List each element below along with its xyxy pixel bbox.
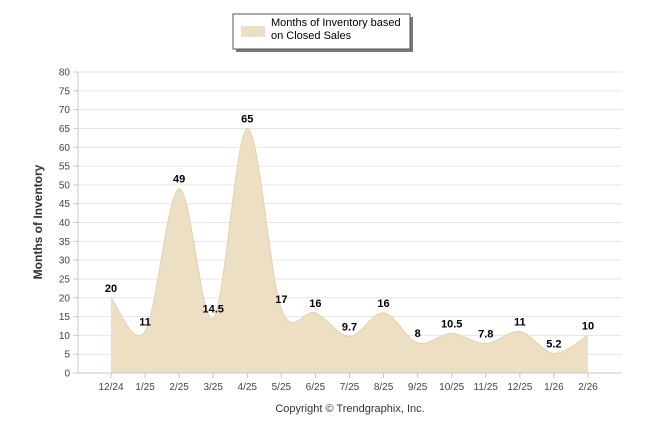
y-tick-label: 30 xyxy=(59,256,71,267)
data-label: 16 xyxy=(309,298,321,310)
data-label: 7.8 xyxy=(478,329,493,341)
y-tick-label: 80 xyxy=(59,68,71,79)
x-tick-label: 8/25 xyxy=(374,382,394,393)
data-label: 65 xyxy=(241,113,253,125)
y-tick-label: 25 xyxy=(59,274,71,285)
y-tick-label: 5 xyxy=(64,350,70,361)
data-label: 49 xyxy=(173,174,185,186)
data-labels: 20 11 49 14.5 65 17 16 9.7 16 8 10.5 7.8 11 5.2 10 xyxy=(105,113,594,350)
legend: Months of Inventory based on Closed Sale… xyxy=(232,13,413,52)
data-label: 11 xyxy=(514,317,526,329)
y-tick-label: 45 xyxy=(59,199,71,210)
data-label: 8 xyxy=(415,328,421,340)
legend-swatch xyxy=(241,26,265,37)
y-axis-title: Months of Inventory xyxy=(31,164,45,279)
data-label: 9.7 xyxy=(342,322,357,334)
y-tick-label: 50 xyxy=(59,180,71,191)
area-series xyxy=(110,127,589,373)
x-tick-label: 7/25 xyxy=(340,382,360,393)
x-tick-label: 11/25 xyxy=(474,382,499,393)
copyright-text: Copyright © Trendgraphix, Inc. xyxy=(275,403,424,415)
y-tick-label: 10 xyxy=(59,331,71,342)
x-tick-label: 12/24 xyxy=(98,382,123,393)
x-tick-label: 9/25 xyxy=(408,382,428,393)
y-tick-label: 0 xyxy=(64,369,70,380)
x-tick-label: 6/25 xyxy=(306,382,326,393)
data-label: 11 xyxy=(139,317,151,329)
data-label: 10 xyxy=(582,320,594,332)
data-label: 20 xyxy=(105,283,117,295)
y-tick-label: 70 xyxy=(59,105,71,116)
data-label: 5.2 xyxy=(546,338,561,350)
x-tick-label: 5/25 xyxy=(272,382,292,393)
data-label: 16 xyxy=(377,298,389,310)
y-tick-label: 40 xyxy=(59,218,71,229)
y-tick-label: 55 xyxy=(59,162,71,173)
x-tick-label: 1/26 xyxy=(544,382,564,393)
x-tick-label: 2/25 xyxy=(169,382,189,393)
data-label: 14.5 xyxy=(202,303,223,315)
x-tick-label: 3/25 xyxy=(203,382,223,393)
x-tick-label: 10/25 xyxy=(439,382,464,393)
axes: 0 5 10 15 20 25 30 35 40 45 50 55 60 65 70 75 80 12/24 1/2… xyxy=(59,68,622,393)
y-tick-label: 35 xyxy=(59,237,71,248)
y-tick-label: 20 xyxy=(59,293,71,304)
x-tick-label: 4/25 xyxy=(238,382,258,393)
x-tick-label: 12/25 xyxy=(507,382,532,393)
data-label: 10.5 xyxy=(441,318,462,330)
legend-label-line-1: Months of Inventory based xyxy=(271,17,401,29)
y-tick-label: 15 xyxy=(59,312,71,323)
area-fill xyxy=(111,128,588,373)
x-tick-label: 1/25 xyxy=(135,382,155,393)
x-tick-label: 2/26 xyxy=(578,382,598,393)
y-tick-label: 60 xyxy=(59,143,71,154)
y-tick-label: 65 xyxy=(59,124,71,135)
legend-label-line-2: on Closed Sales xyxy=(271,30,352,42)
y-tick-label: 75 xyxy=(59,86,71,97)
data-label: 17 xyxy=(275,294,287,306)
area-line xyxy=(110,127,589,354)
